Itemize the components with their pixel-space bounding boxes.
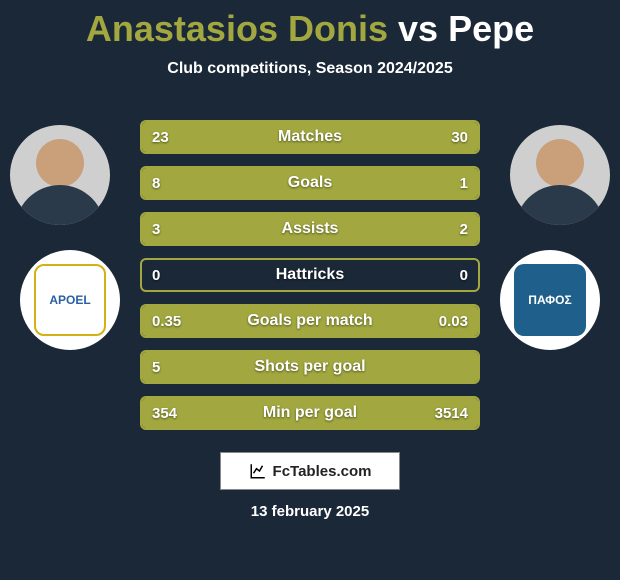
stat-row: 354Min per goal3514 (140, 396, 480, 430)
player2-avatar (510, 125, 610, 225)
vs-text: vs (398, 8, 438, 49)
stat-label: Assists (142, 220, 478, 238)
chart-icon (249, 462, 267, 480)
player1-club-badge-inner: APOEL (34, 264, 106, 336)
footer-logo: FcTables.com (220, 452, 400, 490)
player1-name: Anastasios Donis (86, 8, 388, 49)
player2-club-badge: ΠΑΦΟΣ (500, 250, 600, 350)
stat-row: 5Shots per goal (140, 350, 480, 384)
stat-label: Hattricks (142, 266, 478, 284)
stat-value-right: 2 (460, 221, 468, 238)
stat-label: Min per goal (142, 404, 478, 422)
stat-row: 3Assists2 (140, 212, 480, 246)
stat-row: 0Hattricks0 (140, 258, 480, 292)
player1-club-badge: APOEL (20, 250, 120, 350)
stat-value-right: 1 (460, 175, 468, 192)
stat-row: 8Goals1 (140, 166, 480, 200)
player1-avatar (10, 125, 110, 225)
stat-value-right: 0.03 (439, 313, 468, 330)
stat-row: 0.35Goals per match0.03 (140, 304, 480, 338)
stat-label: Goals (142, 174, 478, 192)
stat-label: Goals per match (142, 312, 478, 330)
footer-site: FcTables.com (273, 463, 372, 480)
stat-value-right: 0 (460, 267, 468, 284)
stats-container: 23Matches30 8Goals1 3Assists2 0Hattricks0 0.… (140, 120, 480, 442)
comparison-title: Anastasios Donis vs Pepe (0, 0, 620, 50)
subtitle: Club competitions, Season 2024/2025 (0, 60, 620, 78)
stat-row: 23Matches30 (140, 120, 480, 154)
stat-label: Shots per goal (142, 358, 478, 376)
player2-club-badge-inner: ΠΑΦΟΣ (514, 264, 586, 336)
stat-value-right: 30 (451, 129, 468, 146)
footer-date: 13 february 2025 (0, 503, 620, 520)
stat-label: Matches (142, 128, 478, 146)
player2-name: Pepe (448, 8, 534, 49)
stat-value-right: 3514 (435, 405, 468, 422)
